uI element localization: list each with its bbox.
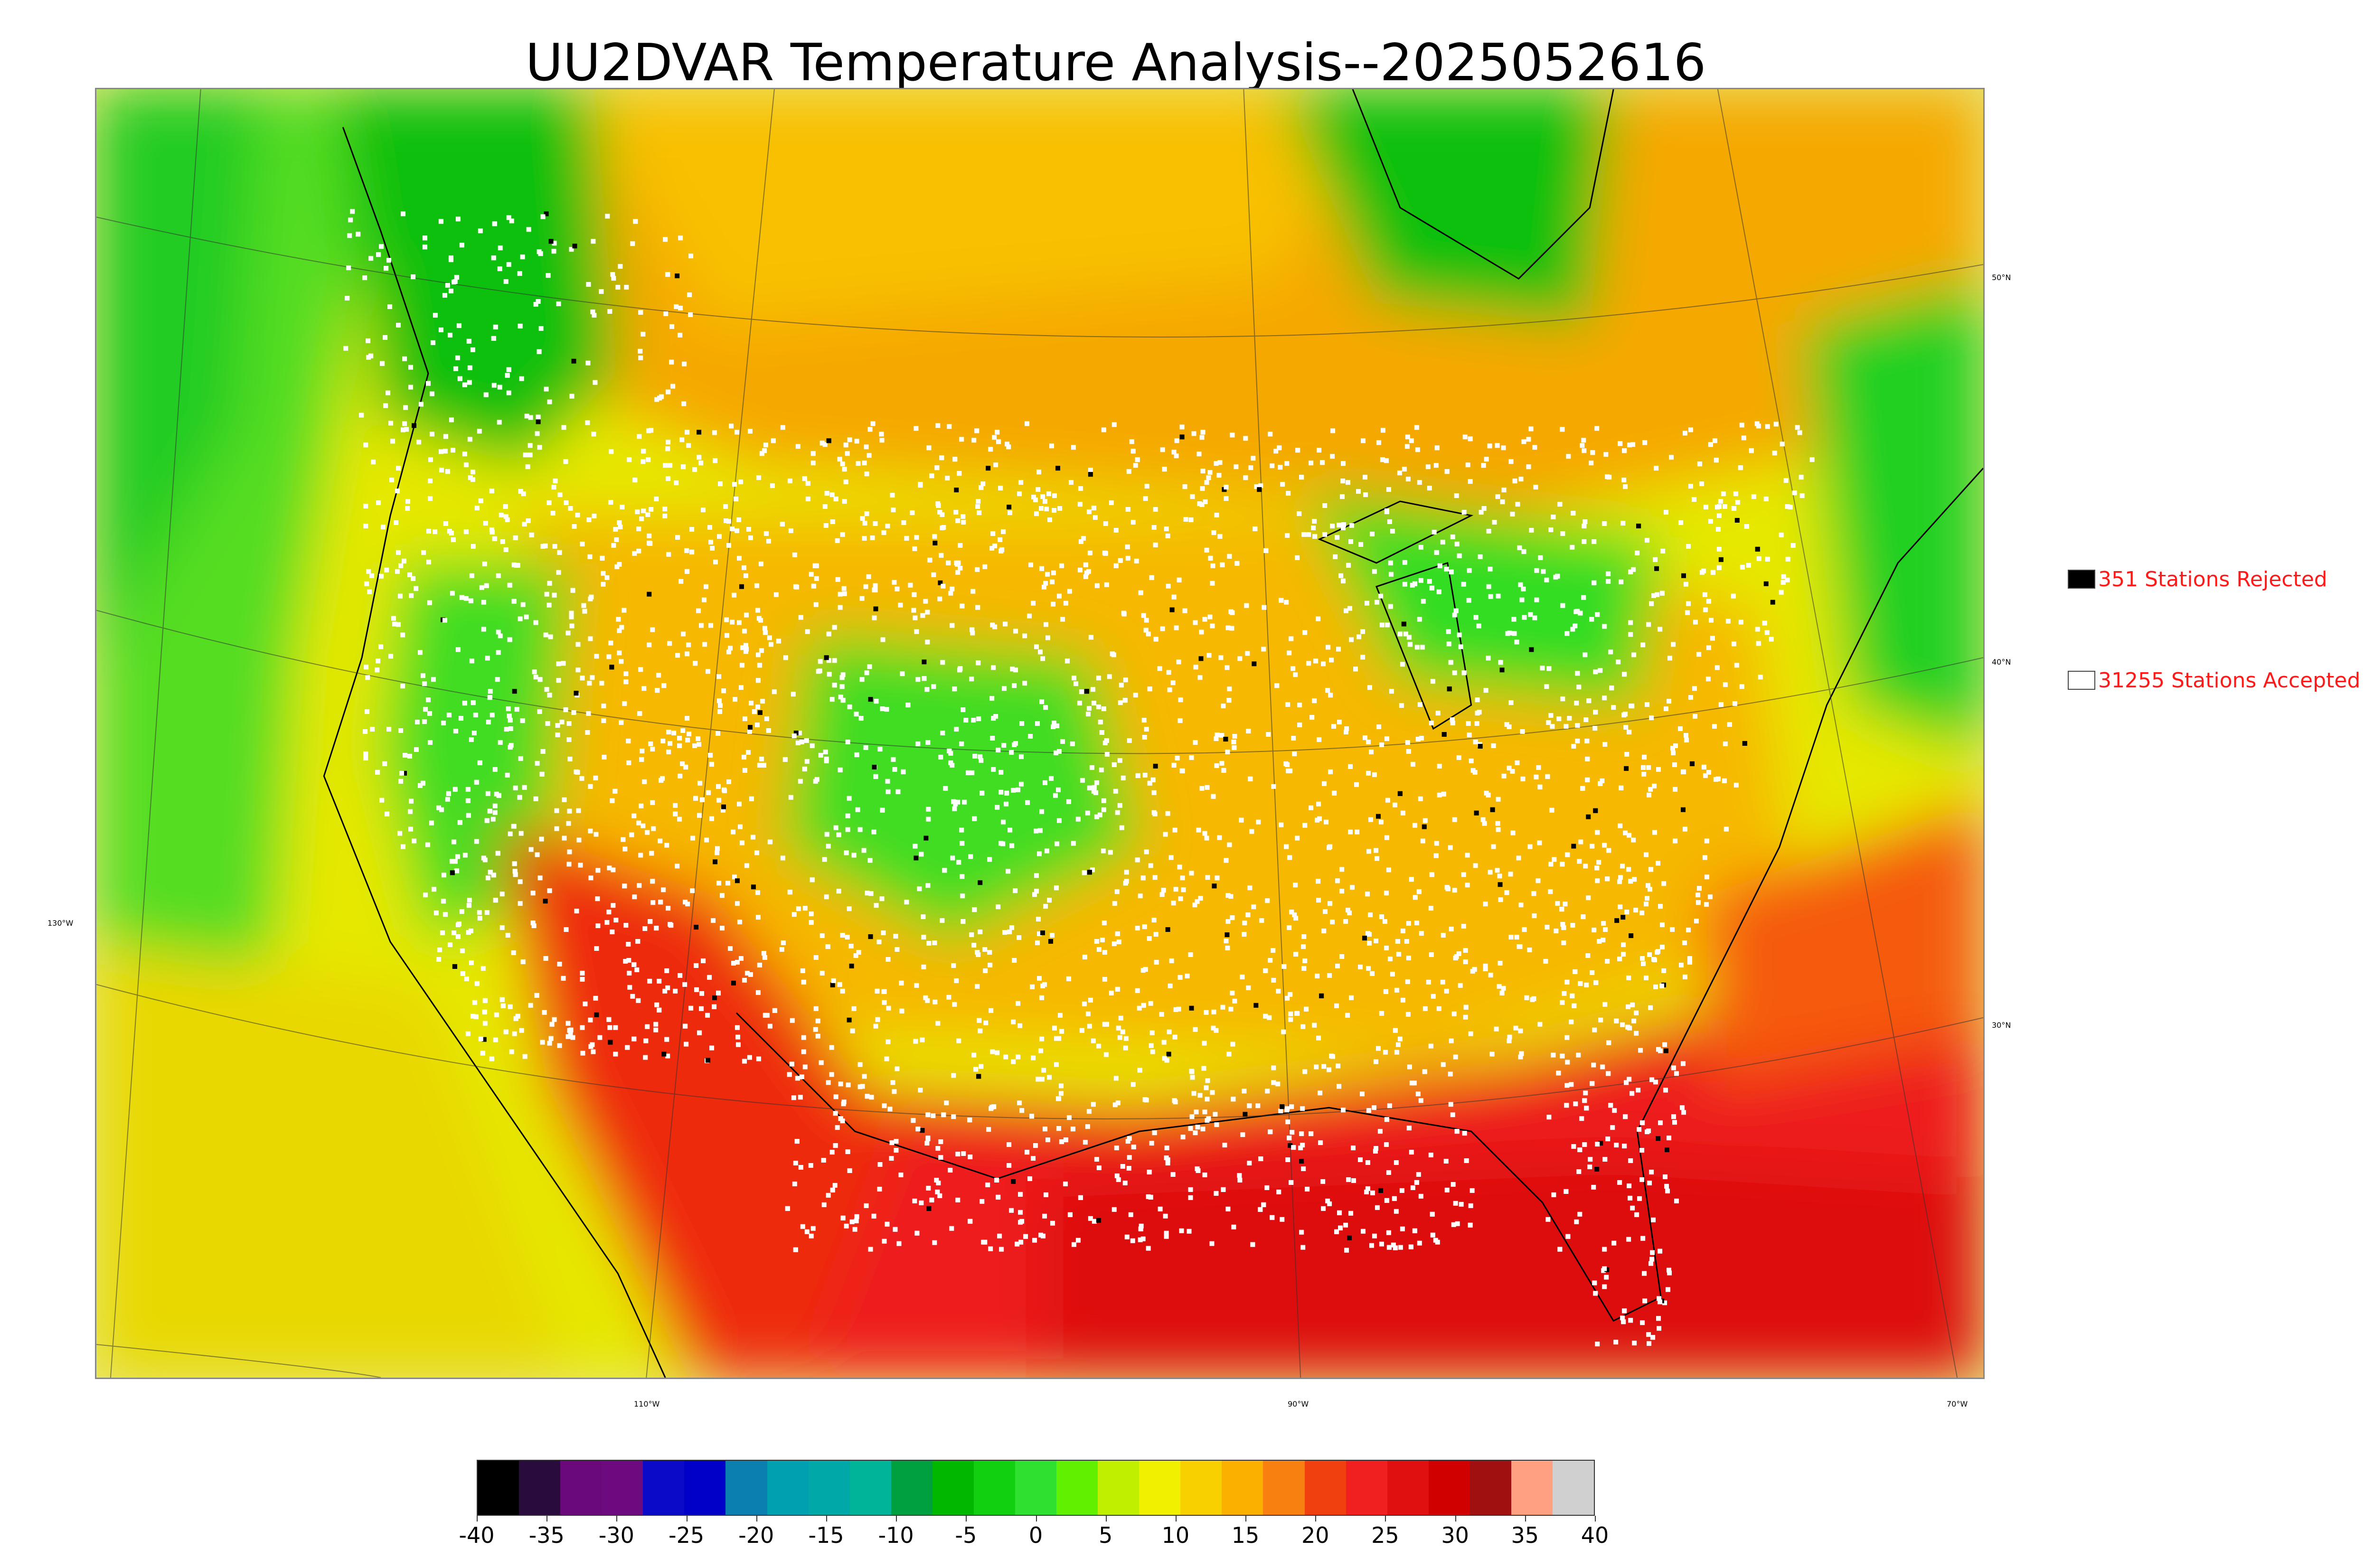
colorbar-segment <box>849 1461 891 1515</box>
colorbar-tickmark <box>1315 1516 1317 1521</box>
colorbar-tickmark <box>1525 1516 1526 1521</box>
lat-label-50: 50°N <box>1992 273 2011 282</box>
graticule <box>96 89 1983 1378</box>
colorbar-tick-label: -25 <box>668 1522 705 1548</box>
colorbar-segment <box>1263 1461 1305 1515</box>
colorbar-tick-label: -10 <box>878 1522 914 1548</box>
colorbar-tick-label: -40 <box>459 1522 495 1548</box>
colorbar-segment <box>478 1461 519 1515</box>
colorbar-tick-label: -30 <box>598 1522 634 1548</box>
legend-rejected: 351 Stations Rejected <box>2068 565 2327 593</box>
colorbar-segment <box>1346 1461 1387 1515</box>
lon-label-70w: 70°W <box>1947 1399 1968 1408</box>
colorbar-tick-label: 5 <box>1099 1522 1113 1548</box>
colorbar-tickmark <box>896 1516 897 1521</box>
colorbar-tick-label: -35 <box>528 1522 565 1548</box>
accepted-label: 31255 Stations Accepted <box>2098 668 2361 693</box>
coastlines <box>323 89 1983 1378</box>
colorbar-tickmark <box>826 1516 827 1521</box>
colorbar-tickmark <box>1175 1516 1177 1521</box>
lon-label-110w: 110°W <box>634 1399 660 1408</box>
page-title: UU2DVAR Temperature Analysis--2025052616 <box>525 33 1706 93</box>
temperature-map <box>95 88 1985 1379</box>
legend-accepted: 31255 Stations Accepted <box>2068 666 2360 695</box>
colorbar-segment <box>643 1461 685 1515</box>
colorbar-tickmark <box>1455 1516 1456 1521</box>
colorbar-tick-label: 0 <box>1028 1522 1043 1548</box>
colorbar-segment <box>767 1461 809 1515</box>
colorbar-tick-label: 15 <box>1231 1522 1260 1548</box>
colorbar-tickmark <box>1595 1516 1596 1521</box>
colorbar-tickmark <box>546 1516 548 1521</box>
colorbar-tickmark <box>966 1516 967 1521</box>
colorbar-tick-label: -15 <box>808 1522 844 1548</box>
temperature-field <box>96 89 1983 1378</box>
colorbar-tickmark <box>1036 1516 1037 1521</box>
colorbar-tickmark <box>1105 1516 1107 1521</box>
accepted-swatch <box>2068 671 2095 690</box>
colorbar-tick-label: 35 <box>1511 1522 1539 1548</box>
rejected-swatch <box>2068 570 2095 589</box>
station-markers <box>343 209 1815 1347</box>
lon-label-130w: 130°W <box>47 919 74 928</box>
lat-label-30: 30°N <box>1992 1021 2011 1030</box>
colorbar-segment <box>1428 1461 1470 1515</box>
colorbar-ticks: -40 -35 -30 -25 -20 -15 -10 -5 0 5 10 15 20 25 30 35 40 <box>459 1516 1609 1555</box>
colorbar-tick-label: 20 <box>1301 1522 1329 1548</box>
colorbar-tickmark <box>686 1516 688 1521</box>
colorbar-segment <box>932 1461 974 1515</box>
colorbar-tickmark <box>1385 1516 1386 1521</box>
colorbar-segment <box>1511 1461 1553 1515</box>
colorbar-segment <box>725 1461 767 1515</box>
colorbar-tick-label: 40 <box>1581 1522 1609 1548</box>
colorbar-segment <box>1387 1461 1429 1515</box>
colorbar-tickmark <box>477 1516 478 1521</box>
colorbar-segment <box>602 1461 643 1515</box>
colorbar-tickmark <box>756 1516 757 1521</box>
colorbar-segment <box>1139 1461 1181 1515</box>
colorbar-segment <box>1553 1461 1594 1515</box>
colorbar-tick-label: -20 <box>738 1522 774 1548</box>
colorbar-segment <box>808 1461 850 1515</box>
colorbar-segment <box>891 1461 933 1515</box>
colorbar-tickmark <box>1245 1516 1247 1521</box>
colorbar-tick-label: 10 <box>1161 1522 1190 1548</box>
rejected-label: 351 Stations Rejected <box>2098 567 2327 592</box>
colorbar-segment <box>684 1461 726 1515</box>
map-canvas <box>96 89 1983 1378</box>
colorbar-segment <box>1470 1461 1511 1515</box>
colorbar-segment <box>1222 1461 1263 1515</box>
colorbar-segment <box>519 1461 561 1515</box>
colorbar-segment <box>1056 1461 1098 1515</box>
colorbar-tick-label: 30 <box>1441 1522 1469 1548</box>
colorbar-tick-label: 25 <box>1371 1522 1399 1548</box>
colorbar-tickmark <box>616 1516 618 1521</box>
colorbar-segment <box>560 1461 602 1515</box>
colorbar-segment <box>1015 1461 1057 1515</box>
colorbar-tick-label: -5 <box>955 1522 977 1548</box>
colorbar-segment <box>1098 1461 1140 1515</box>
lat-label-40: 40°N <box>1992 657 2011 667</box>
colorbar <box>477 1460 1595 1516</box>
lon-label-90w: 90°W <box>1288 1399 1309 1408</box>
colorbar-segment <box>1180 1461 1222 1515</box>
colorbar-segment <box>973 1461 1016 1515</box>
colorbar-segment <box>1304 1461 1346 1515</box>
